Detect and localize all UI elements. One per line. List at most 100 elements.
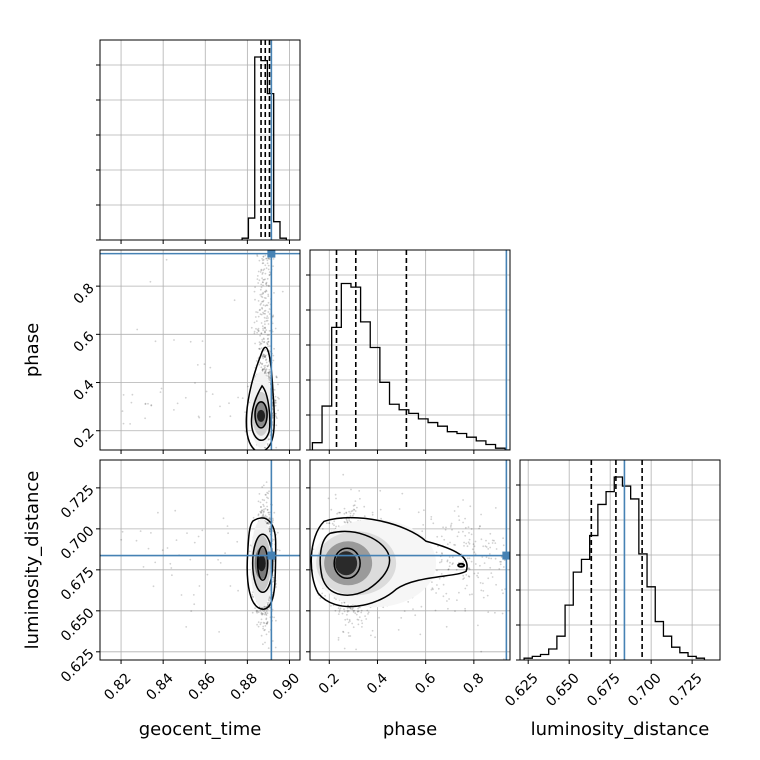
sample-point [349,635,352,637]
sample-point [265,297,267,300]
sample-point [260,611,263,614]
sample-point [262,368,264,371]
sample-point [352,514,354,517]
sample-point [341,612,344,615]
sample-point [435,551,438,554]
sample-point [456,599,458,602]
sample-point [257,500,260,503]
sample-point [262,329,265,332]
sample-point [349,512,352,515]
sample-point [334,493,337,496]
sample-point [477,576,480,579]
sample-point [476,574,478,577]
sample-point [355,648,357,651]
sample-point [471,548,474,551]
sample-point [217,558,220,561]
sample-point [468,568,471,571]
sample-point [257,330,260,333]
panel-frame [309,249,511,451]
sample-point [264,493,267,496]
sample-point [185,626,188,628]
sample-point [486,594,489,597]
sample-point [268,371,271,374]
sample-point [255,360,258,362]
sample-point [261,307,264,310]
sample-point [150,404,153,407]
sample-point [365,618,368,620]
sample-point [190,610,193,612]
sample-point [437,545,439,548]
x-tick-label: 0.86 [186,670,219,703]
sample-point [173,409,175,411]
sample-point [268,273,271,276]
sample-point [262,643,264,646]
sample-point [260,366,263,369]
sample-point [347,610,350,612]
sample-point [263,326,266,329]
sample-point [262,511,265,514]
sample-point [266,341,268,344]
sample-point [265,267,268,270]
y-axis-label-luminosity-distance: luminosity_distance [22,471,43,650]
sample-point [474,553,477,556]
sample-point [331,522,334,525]
sample-point [340,602,343,604]
sample-point [499,560,501,563]
sample-point [263,365,266,367]
sample-point [272,578,275,581]
sample-point [262,327,264,330]
sample-point [254,316,257,318]
sample-point [489,566,492,569]
sample-point [276,548,279,551]
sample-point [337,511,340,514]
density-shading [250,519,273,608]
sample-point [265,361,268,364]
sample-point [398,508,401,510]
sample-point [265,354,267,357]
sample-point [265,613,267,616]
sample-point [263,341,265,344]
sample-point [363,515,366,518]
sample-point [466,545,469,548]
sample-point [228,402,230,405]
sample-point [263,356,266,358]
sample-point [147,547,150,550]
sample-point [265,369,267,372]
sample-point [267,371,270,374]
sample-point [264,364,267,367]
sample-point [450,524,452,527]
sample-point [256,278,259,280]
sample-point [451,556,454,559]
sample-point [272,354,275,357]
sample-point [260,512,262,514]
sample-point [500,556,503,558]
sample-point [380,517,382,520]
sample-point [266,509,269,511]
sample-point [267,373,270,376]
sample-point [338,511,341,514]
sample-point [501,612,504,615]
sample-point [274,399,277,402]
sample-point [201,340,204,342]
sample-point [259,271,262,273]
x-tick-label: 0.4 [364,670,391,697]
sample-point [121,410,124,412]
sample-point [180,594,183,596]
sample-point [346,613,348,616]
sample-point [266,343,269,346]
sample-point [334,609,337,612]
sample-point [345,511,348,514]
sample-point [261,370,264,372]
sample-point [257,625,260,628]
sample-point [259,510,262,513]
sample-point [462,578,464,580]
sample-point [267,375,269,377]
sample-point [358,490,361,492]
x-tick-label: 0.650 [543,670,583,710]
sample-point [446,543,449,546]
sample-point [262,255,265,258]
sample-point [442,595,445,598]
sample-point [267,317,269,319]
sample-point [453,543,455,546]
